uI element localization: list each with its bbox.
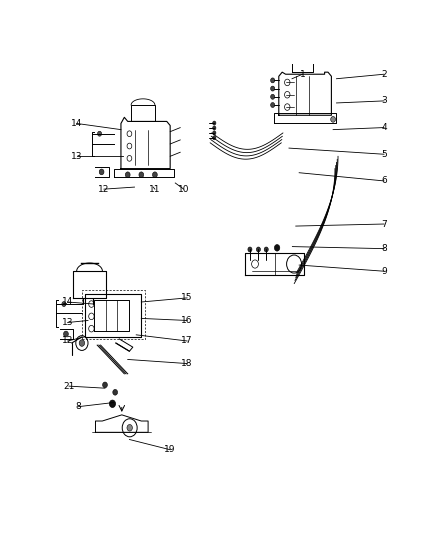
Text: 13: 13 — [62, 318, 74, 327]
Text: 3: 3 — [381, 96, 387, 106]
Circle shape — [62, 302, 66, 306]
Circle shape — [99, 169, 104, 175]
Text: 8: 8 — [76, 402, 81, 411]
Text: 13: 13 — [71, 152, 83, 161]
Circle shape — [331, 117, 336, 122]
Circle shape — [274, 245, 280, 251]
Text: 21: 21 — [64, 382, 75, 391]
Text: 12: 12 — [62, 336, 73, 345]
Circle shape — [110, 400, 116, 407]
Circle shape — [212, 131, 216, 135]
Circle shape — [271, 78, 275, 83]
Circle shape — [139, 172, 144, 177]
Circle shape — [212, 136, 216, 140]
Text: 19: 19 — [164, 445, 176, 454]
Text: 2: 2 — [381, 70, 387, 79]
Text: 17: 17 — [181, 336, 193, 345]
Text: 4: 4 — [381, 123, 387, 132]
Circle shape — [64, 331, 68, 337]
Text: 8: 8 — [381, 244, 387, 253]
Text: 1: 1 — [300, 70, 305, 79]
Text: 6: 6 — [381, 176, 387, 185]
Circle shape — [125, 172, 130, 177]
Text: 15: 15 — [181, 293, 193, 302]
Circle shape — [127, 424, 132, 431]
Text: 10: 10 — [178, 184, 190, 193]
Circle shape — [152, 172, 157, 177]
Circle shape — [79, 340, 85, 346]
Circle shape — [271, 94, 275, 99]
Text: 12: 12 — [98, 184, 110, 193]
Circle shape — [256, 247, 261, 252]
Text: 11: 11 — [149, 184, 161, 193]
Circle shape — [271, 102, 275, 108]
Circle shape — [212, 126, 216, 130]
Text: 5: 5 — [381, 150, 387, 159]
Circle shape — [264, 247, 268, 252]
Circle shape — [102, 382, 107, 388]
Text: 14: 14 — [71, 119, 82, 128]
Text: 9: 9 — [381, 266, 387, 276]
Text: 16: 16 — [181, 316, 193, 325]
Circle shape — [271, 86, 275, 91]
Circle shape — [248, 247, 252, 252]
Text: 18: 18 — [181, 359, 193, 368]
Text: 14: 14 — [62, 297, 73, 306]
Circle shape — [113, 390, 117, 395]
Circle shape — [98, 131, 102, 136]
Circle shape — [212, 121, 216, 125]
Text: 7: 7 — [381, 220, 387, 229]
